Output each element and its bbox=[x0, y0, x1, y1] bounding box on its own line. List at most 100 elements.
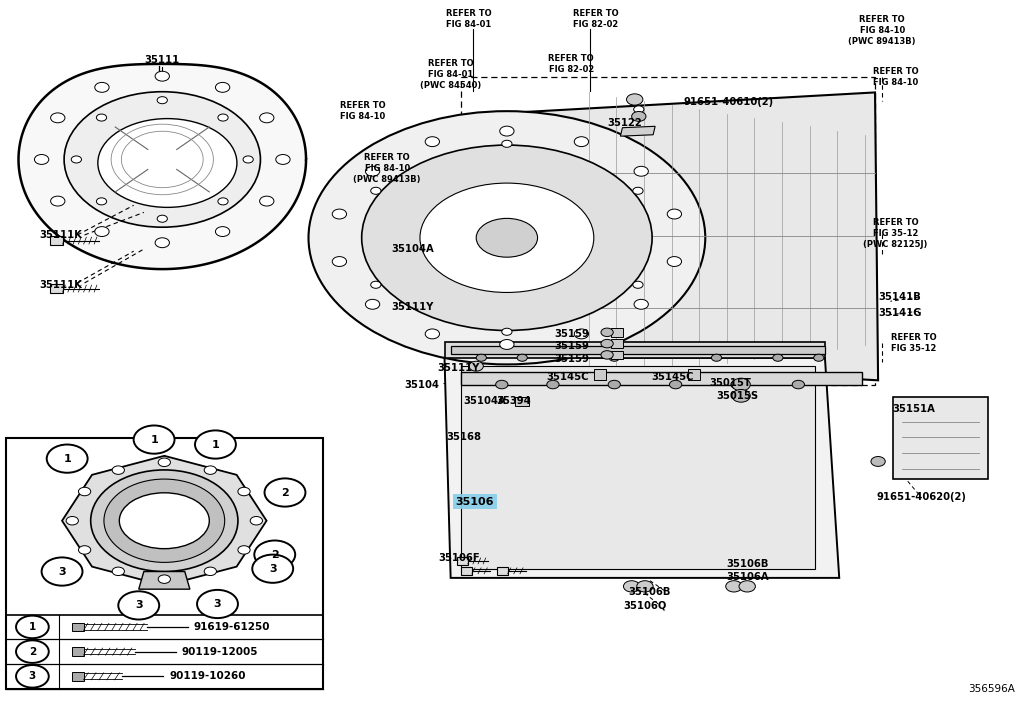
Text: 35111Y: 35111Y bbox=[437, 363, 479, 373]
Text: REFER TO
FIG 84-10
(PWC 89413B): REFER TO FIG 84-10 (PWC 89413B) bbox=[849, 15, 915, 46]
Circle shape bbox=[72, 156, 82, 163]
Text: 35145C: 35145C bbox=[547, 373, 589, 382]
Circle shape bbox=[668, 209, 682, 219]
Circle shape bbox=[197, 590, 238, 618]
Circle shape bbox=[275, 155, 290, 165]
Circle shape bbox=[252, 554, 293, 583]
Circle shape bbox=[814, 354, 824, 361]
Ellipse shape bbox=[98, 119, 237, 207]
Bar bbox=[515, 397, 529, 406]
Bar bbox=[461, 372, 862, 385]
Circle shape bbox=[366, 166, 380, 176]
Polygon shape bbox=[18, 64, 306, 269]
Circle shape bbox=[668, 257, 682, 267]
Circle shape bbox=[332, 257, 346, 267]
Circle shape bbox=[16, 616, 49, 638]
Circle shape bbox=[215, 83, 229, 93]
Circle shape bbox=[608, 380, 621, 389]
Circle shape bbox=[332, 209, 346, 219]
Bar bbox=[594, 369, 606, 380]
Circle shape bbox=[425, 136, 439, 146]
Circle shape bbox=[155, 238, 169, 247]
Circle shape bbox=[264, 479, 305, 507]
Circle shape bbox=[158, 575, 170, 583]
Text: 1: 1 bbox=[29, 622, 36, 632]
Text: 35106: 35106 bbox=[456, 497, 495, 507]
Circle shape bbox=[637, 580, 653, 592]
Text: 2: 2 bbox=[29, 647, 36, 657]
Circle shape bbox=[601, 328, 613, 337]
Text: 3: 3 bbox=[58, 566, 66, 576]
Circle shape bbox=[195, 431, 236, 459]
Circle shape bbox=[502, 328, 512, 335]
Text: 35111Y: 35111Y bbox=[391, 302, 434, 312]
Circle shape bbox=[793, 380, 805, 389]
Circle shape bbox=[215, 227, 229, 237]
Text: 3: 3 bbox=[29, 672, 36, 682]
Text: 35104A: 35104A bbox=[391, 244, 434, 254]
Text: 35015S: 35015S bbox=[717, 391, 759, 401]
Circle shape bbox=[204, 466, 216, 474]
Circle shape bbox=[96, 198, 106, 205]
Circle shape bbox=[157, 215, 167, 222]
Text: 1: 1 bbox=[63, 454, 71, 464]
Bar bbox=[73, 672, 84, 681]
Circle shape bbox=[260, 113, 274, 123]
Text: 1: 1 bbox=[212, 440, 219, 450]
Text: 35141B: 35141B bbox=[879, 292, 921, 302]
Bar bbox=[461, 77, 876, 385]
Circle shape bbox=[113, 567, 125, 575]
Circle shape bbox=[632, 112, 646, 122]
Text: 35141G: 35141G bbox=[879, 308, 922, 317]
Circle shape bbox=[547, 380, 559, 389]
Text: 35106B: 35106B bbox=[629, 587, 671, 597]
Bar bbox=[444, 342, 825, 358]
Bar bbox=[893, 397, 987, 479]
Text: 3: 3 bbox=[135, 600, 142, 610]
Circle shape bbox=[157, 97, 167, 104]
Circle shape bbox=[155, 71, 169, 81]
Circle shape bbox=[218, 198, 228, 205]
Circle shape bbox=[119, 591, 159, 619]
Polygon shape bbox=[527, 93, 879, 380]
Circle shape bbox=[624, 580, 640, 592]
Text: REFER TO
FIG 84-10
(PWC 89413B): REFER TO FIG 84-10 (PWC 89413B) bbox=[353, 153, 421, 185]
Bar bbox=[497, 567, 508, 575]
Circle shape bbox=[238, 546, 250, 554]
Text: 35122: 35122 bbox=[607, 119, 642, 129]
Circle shape bbox=[95, 227, 110, 237]
Circle shape bbox=[726, 580, 742, 592]
Circle shape bbox=[425, 329, 439, 339]
Circle shape bbox=[218, 114, 228, 121]
Bar bbox=[451, 346, 825, 354]
Bar bbox=[611, 339, 624, 348]
Text: 35104: 35104 bbox=[404, 380, 439, 390]
Circle shape bbox=[204, 567, 216, 575]
Text: 35106A: 35106A bbox=[727, 572, 769, 582]
Circle shape bbox=[79, 487, 91, 496]
Circle shape bbox=[96, 114, 106, 121]
Text: REFER TO
FIG 82-02: REFER TO FIG 82-02 bbox=[549, 54, 594, 74]
Circle shape bbox=[95, 83, 110, 93]
Circle shape bbox=[243, 156, 253, 163]
Circle shape bbox=[254, 540, 295, 568]
Ellipse shape bbox=[120, 493, 209, 549]
Text: 35106F: 35106F bbox=[438, 553, 480, 563]
Circle shape bbox=[366, 299, 380, 309]
Circle shape bbox=[634, 299, 648, 309]
Circle shape bbox=[634, 166, 648, 176]
Bar bbox=[688, 369, 700, 380]
Circle shape bbox=[634, 106, 644, 113]
Text: 2: 2 bbox=[282, 488, 289, 498]
Text: 91619-61250: 91619-61250 bbox=[194, 622, 270, 632]
Text: 35145C: 35145C bbox=[651, 373, 693, 382]
Bar bbox=[50, 236, 62, 245]
Text: REFER TO
FIG 35-12: REFER TO FIG 35-12 bbox=[891, 333, 937, 353]
Circle shape bbox=[500, 339, 514, 349]
Polygon shape bbox=[138, 571, 189, 589]
Circle shape bbox=[574, 136, 589, 146]
Text: 35159: 35159 bbox=[554, 354, 589, 364]
Circle shape bbox=[50, 196, 65, 206]
Text: 35159: 35159 bbox=[554, 329, 589, 339]
Circle shape bbox=[79, 546, 91, 554]
